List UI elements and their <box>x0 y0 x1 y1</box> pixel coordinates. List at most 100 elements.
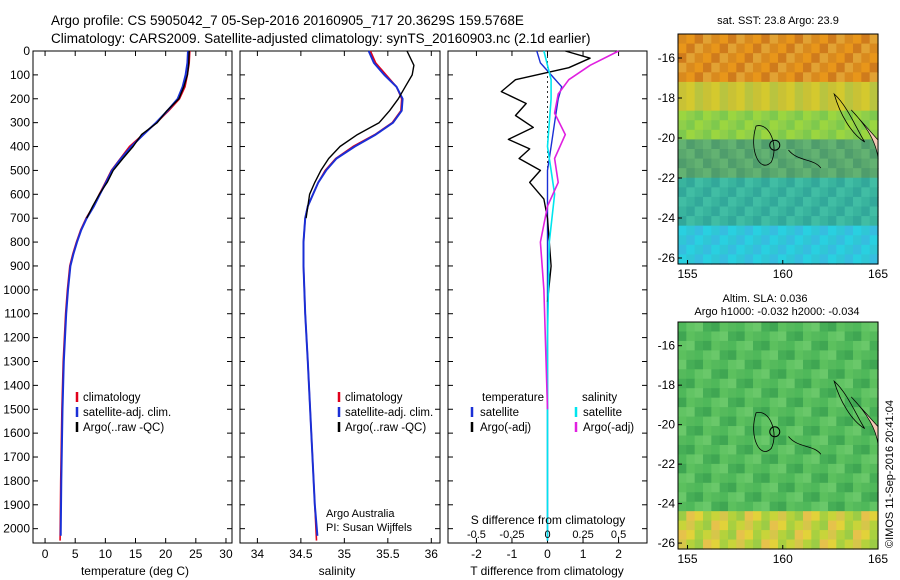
map-cell <box>703 482 712 493</box>
map-cell <box>811 110 821 121</box>
map-cell <box>844 110 854 121</box>
map-cell <box>694 72 704 83</box>
map-cell <box>694 110 704 121</box>
map-cell <box>836 407 846 418</box>
map-cell <box>828 43 837 54</box>
map-cell <box>861 225 871 236</box>
map-cell <box>686 235 696 246</box>
map-cell <box>761 72 771 83</box>
map-cell <box>861 482 871 493</box>
map-cell <box>686 187 696 198</box>
map-cell <box>844 149 854 160</box>
map-cell <box>753 530 762 541</box>
map-cell <box>744 129 754 141</box>
map-cell <box>778 340 787 351</box>
map-cell <box>819 254 829 265</box>
map-cell <box>761 244 771 256</box>
map-cell <box>761 492 771 503</box>
map-cell <box>869 520 879 531</box>
map-cell <box>786 129 796 141</box>
map-cell <box>811 530 821 541</box>
y-tick-label: 500 <box>10 163 30 177</box>
map-cell <box>786 426 796 437</box>
map-cell <box>803 331 812 342</box>
map-cell <box>769 187 779 198</box>
map-cell <box>719 139 729 150</box>
map-cell <box>719 331 729 342</box>
map-cell <box>678 34 687 45</box>
map-cell <box>728 62 737 73</box>
map-cell <box>819 454 829 465</box>
map-cell <box>786 81 796 93</box>
map-cell <box>719 416 729 427</box>
map-cell <box>761 369 771 380</box>
legend-label: Argo(..raw -QC) <box>345 422 426 434</box>
map-cell <box>836 53 846 64</box>
map-cell <box>719 62 729 73</box>
map-cell <box>786 244 796 256</box>
map-cell <box>761 454 771 465</box>
map-cell <box>778 350 787 361</box>
map-cell <box>769 530 779 541</box>
map-cell <box>844 340 854 351</box>
map-cell <box>736 492 746 503</box>
map-cell <box>828 444 837 456</box>
map-cell <box>753 206 762 217</box>
map-cell <box>869 43 879 54</box>
map-cell <box>703 43 712 54</box>
map-cell <box>719 187 729 198</box>
map-cell <box>728 331 737 342</box>
map-cell <box>811 350 821 361</box>
map-cell <box>853 454 862 465</box>
map-cell <box>853 225 862 236</box>
map-cell <box>778 378 787 389</box>
x-tick-label: -2 <box>471 547 482 561</box>
map-cell <box>694 463 704 474</box>
map-cell <box>836 350 846 361</box>
map-cell <box>811 539 821 550</box>
map-cell <box>869 388 879 399</box>
map-cell <box>728 216 737 227</box>
map-cell <box>719 254 729 265</box>
map-cell <box>828 235 837 246</box>
map-cell <box>869 158 879 169</box>
map-cell <box>794 530 804 541</box>
map-cell <box>678 463 687 474</box>
map-cell <box>753 216 762 227</box>
map-cell <box>761 340 771 351</box>
map-cell <box>761 254 771 265</box>
map-cell <box>711 397 721 408</box>
legend-label: Argo(-adj) <box>583 422 634 434</box>
map-cell <box>803 225 812 236</box>
map-cell <box>819 91 829 102</box>
map-cell <box>686 81 696 93</box>
map-cell <box>803 501 812 512</box>
s-tick-label: 0.5 <box>611 529 626 541</box>
map-cell <box>719 369 729 380</box>
map-cell <box>828 359 837 370</box>
map-cell <box>853 216 862 227</box>
map-cell <box>678 81 687 93</box>
map-cell <box>678 110 687 121</box>
map-cell <box>836 435 846 446</box>
x-tick-label: 10 <box>99 547 113 561</box>
map-cell <box>711 196 721 208</box>
map-cell <box>836 91 846 102</box>
map-cell <box>761 388 771 399</box>
x-tick-label: -1 <box>507 547 518 561</box>
map-cell <box>678 426 687 437</box>
map-cell <box>786 149 796 160</box>
map-cell <box>736 62 746 73</box>
map-cell <box>686 72 696 83</box>
map-cell <box>819 331 829 342</box>
map-cell <box>861 187 871 198</box>
map-cell <box>711 149 721 160</box>
map-cell <box>711 91 721 102</box>
map-cell <box>719 177 729 188</box>
map-cell <box>869 426 879 437</box>
map-cell <box>803 378 812 389</box>
map-cell <box>861 444 871 456</box>
map-cell <box>753 378 762 389</box>
map-cell <box>844 168 854 179</box>
map-cell <box>861 206 871 217</box>
